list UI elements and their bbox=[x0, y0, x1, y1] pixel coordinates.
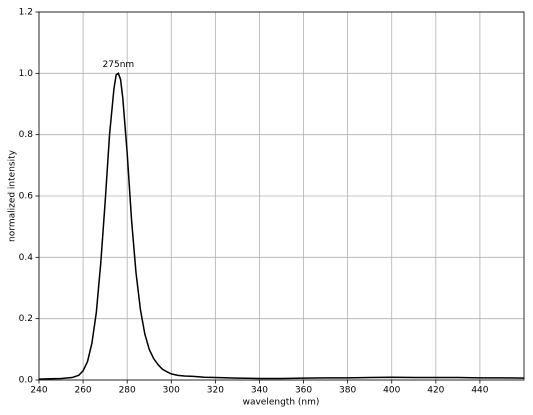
line-series bbox=[38, 72, 525, 380]
y-axis-label: normalized intensity bbox=[8, 149, 18, 242]
x-tick-label: 240 bbox=[30, 386, 47, 396]
y-tick-label: 1.2 bbox=[19, 8, 33, 18]
x-tick-label: 360 bbox=[295, 386, 312, 396]
x-tick-label: 280 bbox=[119, 386, 136, 396]
y-tick-label: 0.8 bbox=[19, 130, 34, 140]
x-tick-label: 260 bbox=[74, 386, 91, 396]
x-tick-label: 380 bbox=[339, 386, 356, 396]
y-tick-label: 0.6 bbox=[19, 192, 34, 202]
x-tick-label: 440 bbox=[471, 386, 488, 396]
y-tick-label: 0.2 bbox=[19, 314, 33, 324]
x-tick-label: 420 bbox=[427, 386, 444, 396]
x-tick-label: 340 bbox=[251, 386, 268, 396]
x-tick-label: 400 bbox=[383, 386, 400, 396]
x-tick-label: 300 bbox=[163, 386, 180, 396]
plot-frame bbox=[38, 11, 525, 381]
y-tick-label: 1.0 bbox=[19, 69, 34, 79]
y-tick-label: 0.4 bbox=[19, 253, 34, 263]
y-tick-label: 0.0 bbox=[19, 376, 34, 386]
x-tick-label: 320 bbox=[207, 386, 224, 396]
annotation: 275nm bbox=[103, 60, 135, 70]
x-axis-label: wavelength (nm) bbox=[243, 398, 320, 408]
